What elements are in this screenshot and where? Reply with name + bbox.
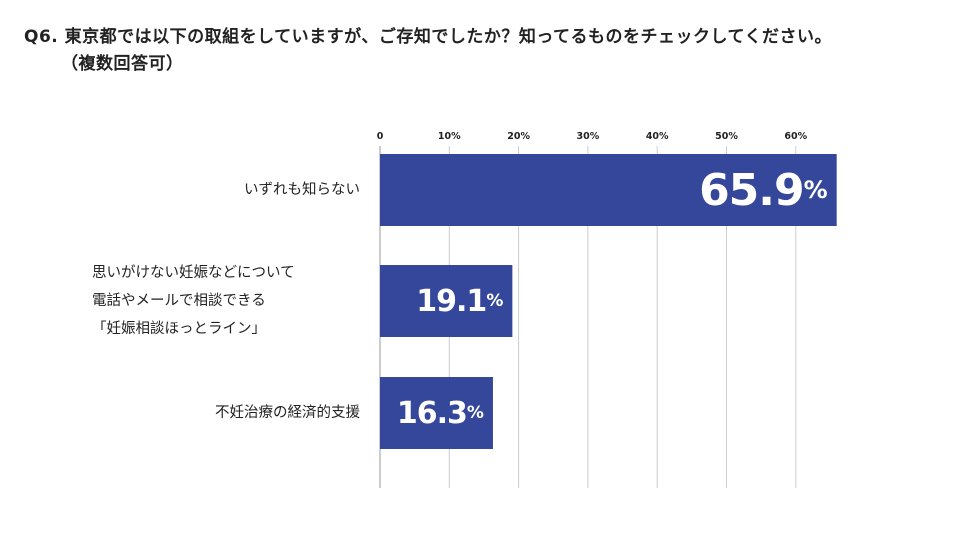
category-label: 「妊娠相談ほっとライン」 (92, 320, 266, 337)
data-label-value: 65.9 (699, 165, 804, 216)
x-tick-label: 40% (646, 131, 669, 142)
bars: 65.9%19.1%16.3% (380, 154, 837, 449)
question-title: Q6. 東京都では以下の取組をしていますが、ご存知でしたか？知ってるものをチェッ… (24, 24, 944, 78)
question-text: 東京都では以下の取組をしていますが、ご存知でしたか？知ってるものをチェックしてく… (64, 27, 832, 47)
x-tick-label: 0 (377, 131, 384, 142)
data-label-value: 19.1 (416, 284, 486, 319)
category-label: 思いがけない妊娠などについて (92, 264, 295, 281)
data-label: 65.9% (699, 165, 828, 216)
bar (380, 154, 837, 226)
data-label-unit: % (467, 403, 484, 423)
x-tick-label: 10% (438, 131, 461, 142)
x-axis-ticks: 0 10% 20% 30% 40% 50% 60% (377, 131, 808, 142)
data-label: 16.3% (397, 396, 484, 431)
data-label: 19.1% (416, 284, 503, 319)
x-tick-label: 20% (507, 131, 530, 142)
bar (380, 377, 493, 449)
data-label-value: 16.3 (397, 396, 467, 431)
category-label: 電話やメールで相談できる (92, 292, 266, 309)
x-tick-label: 60% (784, 131, 807, 142)
x-tick-label: 30% (577, 131, 600, 142)
category-label: 不妊治療の経済的支援 (215, 404, 360, 421)
category-labels: いずれも知らない思いがけない妊娠などについて電話やメールで相談できる「妊娠相談ほ… (92, 181, 360, 421)
bar (380, 265, 513, 337)
x-tick-label: 50% (715, 131, 738, 142)
category-label: いずれも知らない (244, 181, 360, 198)
question-note: （複数回答可） (61, 54, 184, 74)
data-label-unit: % (486, 291, 503, 311)
data-label-unit: % (804, 176, 828, 204)
question-number: Q6. (24, 27, 59, 47)
